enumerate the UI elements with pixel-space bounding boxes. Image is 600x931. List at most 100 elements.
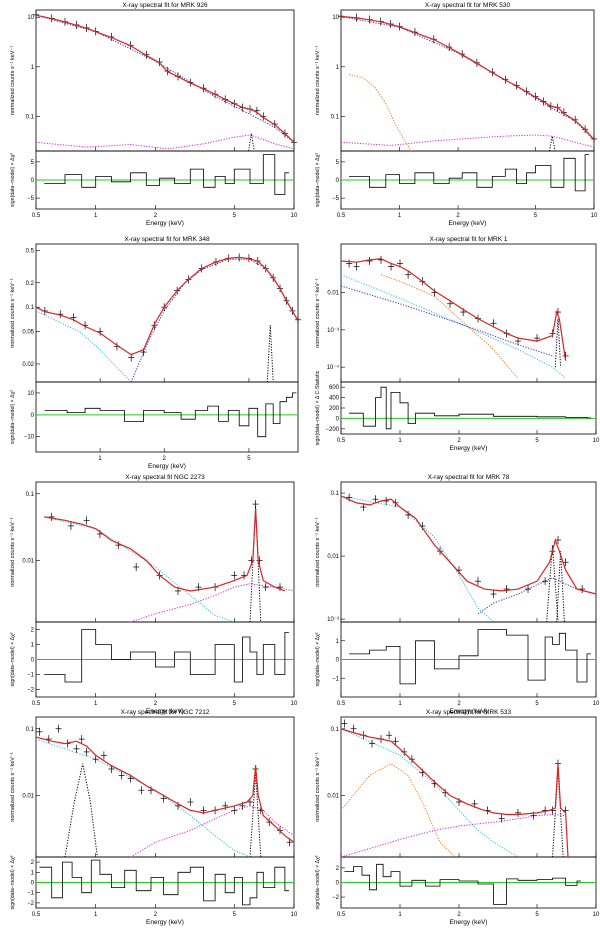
y-tick-label: 0.1 <box>331 727 340 733</box>
y-tick-label: 1 <box>31 65 35 71</box>
y-tick-label: 0.01 <box>327 794 339 800</box>
data-point <box>73 744 80 753</box>
model-component-1 <box>35 738 251 858</box>
x-axis-label: Energy (keV) <box>146 220 184 227</box>
data-point <box>92 755 99 764</box>
y-tick-label: 0.1 <box>26 492 35 498</box>
main-plot-frame <box>35 9 295 152</box>
data-point <box>474 577 481 586</box>
model-component-3 <box>340 813 566 858</box>
resid-tick-label: 10 <box>27 391 34 397</box>
data-point <box>231 806 238 815</box>
x-axis-label: Energy (keV) <box>146 919 184 926</box>
model-component-2 <box>477 577 597 615</box>
data-point <box>498 814 505 823</box>
x-tick-label: 10 <box>291 213 298 219</box>
resid-tick-label: 0 <box>336 658 340 664</box>
y-tick-label: 10⁻⁴ <box>327 364 340 371</box>
x-tick-label: 0.5 <box>32 213 41 219</box>
x-tick-label: 1 <box>398 912 402 918</box>
data-point <box>256 556 263 565</box>
model-component-1 <box>340 16 595 141</box>
y-tick-label: 10 <box>332 15 339 21</box>
x-tick-label: 1 <box>94 213 98 219</box>
model-component-2 <box>130 805 295 858</box>
model-line <box>340 258 567 361</box>
resid-tick-label: −2 <box>27 688 35 694</box>
panel-title: X-ray spectral fit for MRK 533 <box>426 709 512 716</box>
y-axis-label: normalized counts s⁻¹ keV⁻¹ <box>10 278 16 348</box>
residual-plot-frame <box>35 381 299 453</box>
residual-plot-frame <box>340 381 597 435</box>
data-point <box>503 585 510 594</box>
residual-axis-label: sign(data−model) × Δχ² <box>10 632 16 686</box>
resid-tick-label: −2 <box>27 901 35 907</box>
x-axis-label: Energy (keV) <box>148 463 186 470</box>
residual-axis-label: sign(data−model) × Δχ² <box>315 632 321 686</box>
model-component-3 <box>340 285 553 357</box>
model-line <box>35 256 299 356</box>
x-tick-label: 5 <box>534 213 538 219</box>
y-tick-label: 10⁻³ <box>327 328 339 334</box>
x-tick-label: 1 <box>98 456 102 462</box>
data-point <box>350 724 357 733</box>
resid-tick-label: 600 <box>329 385 340 391</box>
model-component-1 <box>340 274 566 379</box>
resid-tick-label: −1 <box>27 891 35 897</box>
x-tick-label: 2 <box>154 701 158 707</box>
main-plot-frame <box>340 9 595 152</box>
y-tick-label: 10⁻³ <box>327 617 339 623</box>
x-tick-label: 10 <box>291 701 298 707</box>
main-plot-frame <box>340 716 597 858</box>
x-tick-label: 5 <box>247 456 251 462</box>
data-point <box>346 259 353 268</box>
data-point <box>408 755 415 764</box>
x-tick-label: 1 <box>398 701 402 707</box>
resid-tick-label: −2 <box>332 895 340 901</box>
resid-tick-label: −1 <box>332 676 340 682</box>
data-point <box>83 516 90 525</box>
y-axis-label: normalized counts s⁻¹ keV⁻¹ <box>10 517 16 587</box>
data-point <box>118 771 125 780</box>
data-point <box>115 541 122 550</box>
data-point <box>33 10 39 19</box>
data-point <box>83 747 90 756</box>
model-component-1 <box>340 495 494 623</box>
data-point <box>372 495 379 504</box>
y-tick-label: 0.1 <box>331 114 340 120</box>
data-point <box>277 583 284 592</box>
x-tick-label: 2 <box>154 213 158 219</box>
resid-tick-label: −200 <box>325 427 339 433</box>
y-axis-label: normalized counts s⁻¹ keV⁻¹ <box>315 752 321 822</box>
x-tick-label: 1 <box>94 701 98 707</box>
data-point <box>490 590 497 599</box>
residual-step-line <box>349 154 590 192</box>
model-component-2 <box>130 583 295 623</box>
x-tick-label: 0.5 <box>337 213 346 219</box>
data-point <box>525 585 532 594</box>
y-tick-label: 0.01 <box>327 554 339 560</box>
y-tick-label: 0.1 <box>26 727 35 733</box>
data-point <box>78 735 85 744</box>
x-tick-label: 10 <box>593 438 600 444</box>
residual-step-line <box>44 154 289 195</box>
data-point <box>353 262 360 271</box>
y-tick-label: 10 <box>27 15 34 21</box>
model-component-2 <box>380 274 519 379</box>
x-tick-label: 5 <box>233 701 237 707</box>
resid-tick-label: −1 <box>27 673 35 679</box>
data-point <box>341 719 348 728</box>
data-point <box>562 558 569 567</box>
resid-tick-label: 0 <box>31 178 35 184</box>
data-point <box>187 797 194 806</box>
panel-title: X-ray spectral fit NGC 2273 <box>125 474 205 481</box>
y-tick-label: 0.01 <box>327 291 339 297</box>
y-axis-label: normalized counts s⁻¹ keV⁻¹ <box>315 46 321 116</box>
x-tick-label: 2 <box>457 912 461 918</box>
x-tick-label: 5 <box>535 912 539 918</box>
model-component-4 <box>552 768 564 858</box>
residual-axis-label: sign(data−model) × Δχ² <box>10 390 16 444</box>
